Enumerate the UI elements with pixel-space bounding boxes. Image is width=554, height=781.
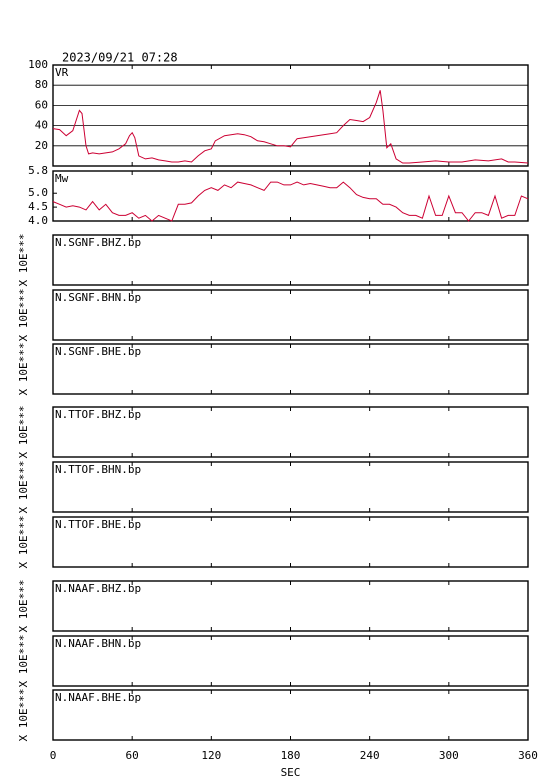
x-axis-label: SEC bbox=[281, 766, 301, 779]
x-tick-label: 300 bbox=[439, 749, 459, 762]
panel-label: N.TTOF.BHE.bp bbox=[55, 518, 141, 531]
y-axis-label: X 10E*** bbox=[17, 635, 30, 688]
y-axis-label: X 10E*** bbox=[17, 461, 30, 514]
y-tick-label: 40 bbox=[35, 119, 48, 132]
y-tick-label: 20 bbox=[35, 139, 48, 152]
x-tick-label: 60 bbox=[126, 749, 139, 762]
chart-title: 2023/09/21 07:28 bbox=[62, 51, 178, 65]
x-tick-label: 0 bbox=[50, 749, 57, 762]
y-axis-label: X 10E*** bbox=[17, 343, 30, 396]
y-tick-label: 4.5 bbox=[28, 200, 48, 213]
panel-frame bbox=[52, 64, 529, 167]
panel-label: N.SGNF.BHN.bp bbox=[55, 291, 141, 304]
panel-label: N.NAAF.BHE.bp bbox=[55, 691, 141, 704]
panel-frame bbox=[52, 170, 529, 222]
x-tick-label: 240 bbox=[360, 749, 380, 762]
y-tick-label: 60 bbox=[35, 98, 48, 111]
y-axis-label: X 10E*** bbox=[17, 580, 30, 633]
data-line bbox=[52, 181, 529, 222]
y-tick-label: 5.8 bbox=[28, 164, 48, 177]
panel-label: N.SGNF.BHZ.bp bbox=[55, 236, 141, 249]
y-axis-label: X 10E*** bbox=[17, 406, 30, 459]
y-tick-label: 80 bbox=[35, 78, 48, 91]
y-tick-label: 4.0 bbox=[28, 214, 48, 227]
y-axis-label: X 10E*** bbox=[17, 516, 30, 569]
data-line bbox=[52, 90, 529, 164]
panel-label: N.TTOF.BHN.bp bbox=[55, 463, 141, 476]
y-axis-label: X 10E*** bbox=[17, 689, 30, 742]
y-axis-label: X 10E*** bbox=[17, 289, 30, 342]
x-tick-label: 120 bbox=[201, 749, 221, 762]
panel-label: N.SGNF.BHE.bp bbox=[55, 345, 141, 358]
panel-label: N.NAAF.BHN.bp bbox=[55, 637, 141, 650]
panel-label: N.TTOF.BHZ.bp bbox=[55, 408, 141, 421]
y-axis-label: X 10E*** bbox=[17, 234, 30, 287]
panel-label: Mw bbox=[55, 172, 69, 185]
panel-label: N.NAAF.BHZ.bp bbox=[55, 582, 141, 595]
x-tick-label: 180 bbox=[281, 749, 301, 762]
x-tick-label: 360 bbox=[518, 749, 538, 762]
y-tick-label: 5.0 bbox=[28, 186, 48, 199]
y-tick-label: 100 bbox=[28, 58, 48, 71]
panel-label: VR bbox=[55, 66, 69, 79]
